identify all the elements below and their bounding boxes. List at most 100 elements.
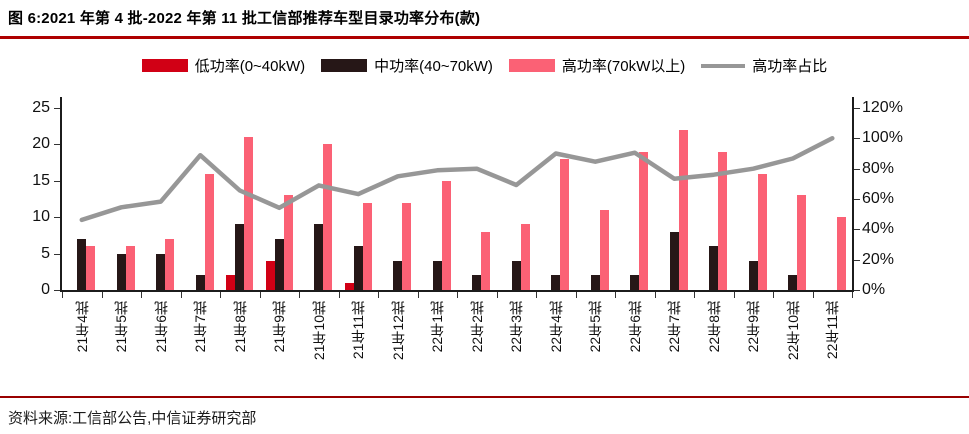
y-left-tick-mark: [54, 253, 62, 255]
y-right-tick-mark: [852, 290, 860, 291]
x-category-column: 21年5批: [102, 301, 142, 393]
x-tick-mark: [575, 292, 577, 298]
bar-mid-22年3批: [511, 260, 521, 290]
x-category-label: 21年10批: [310, 301, 327, 361]
x-category-label: 21年7批: [192, 301, 209, 353]
x-category-column: 22年8批: [694, 301, 734, 393]
x-tick-mark: [338, 292, 340, 298]
source-note: 资料来源:工信部公告,中信证券研究部: [8, 410, 257, 427]
x-category-label: 22年7批: [666, 301, 683, 353]
x-tick-mark: [852, 292, 853, 298]
x-category-column: 21年6批: [141, 301, 181, 393]
bar-mid-21年12批: [393, 260, 403, 290]
bar-high-22年7批: [678, 129, 688, 290]
bar-high-22年2批: [481, 231, 491, 290]
x-category-column: 22年9批: [734, 301, 774, 393]
bar-high-22年3批: [520, 224, 530, 290]
x-category-label: 21年11批: [350, 301, 367, 360]
bar-high-22年5批: [599, 209, 609, 290]
x-category-label: 21年6批: [152, 301, 169, 353]
legend-label-low-power: 低功率(0~40kW): [194, 58, 306, 75]
bar-high-21年8批: [244, 137, 254, 290]
bar-high-21年11批: [362, 202, 372, 290]
mid-power-swatch: [321, 59, 368, 72]
x-category-label: 21年5批: [113, 301, 130, 353]
bar-mid-22年10批: [788, 275, 798, 290]
x-tick-mark: [101, 292, 103, 298]
bar-high-21年6批: [165, 239, 175, 290]
bar-mid-21年11批: [353, 246, 363, 290]
x-category-label: 21年8批: [231, 301, 248, 353]
bar-high-22年1批: [441, 180, 451, 290]
x-category-label: 22年9批: [745, 301, 762, 353]
bar-high-21年5批: [125, 246, 135, 290]
x-category-label: 22年3批: [508, 301, 525, 353]
power-distribution-chart: 0 5 10 15 20 25 0% 20% 40% 60% 80% 100% 120% 21年4批 21年…: [0, 95, 969, 395]
y-left-tick-label: 20: [32, 135, 50, 153]
x-tick-mark: [496, 292, 498, 298]
y-left-tick-label: 10: [32, 208, 50, 226]
legend-item-low-power: 低功率(0~40kW): [141, 55, 306, 76]
x-tick-mark: [220, 292, 221, 298]
bar-high-22年6批: [639, 151, 649, 290]
y-axis-right: [852, 97, 854, 292]
bar-mid-22年9批: [748, 260, 758, 290]
bar-mid-21年4批: [77, 239, 87, 290]
x-category-column: 21年10批: [299, 301, 339, 393]
x-axis-labels: 21年4批 21年5批 21年6批 21年7批 21年8批 21年9批 21年10批 21年1…: [62, 301, 852, 393]
x-category-label: 21年4批: [73, 301, 90, 353]
y-right-tick-label: 60%: [862, 190, 895, 207]
bar-mid-22年4批: [551, 275, 561, 290]
bar-mid-22年8批: [709, 246, 719, 290]
x-tick-mark: [457, 292, 458, 298]
y-right-tick-label: 80%: [862, 159, 895, 177]
bar-low-21年9批: [265, 260, 275, 290]
y-right-tick-mark: [852, 138, 860, 140]
x-category-column: 22年10批: [773, 301, 813, 393]
y-left-tick-label: 5: [41, 244, 50, 262]
legend-label-high-power-ratio: 高功率占比: [752, 58, 828, 75]
x-tick-mark: [773, 292, 774, 298]
x-tick-mark: [654, 292, 656, 298]
bar-mid-22年7批: [669, 231, 679, 290]
x-tick-mark: [536, 292, 537, 298]
x-tick-mark: [62, 292, 63, 298]
high-power-ratio-line-swatch: [701, 63, 746, 68]
bar-mid-21年5批: [116, 253, 126, 290]
x-category-column: 22年6批: [615, 301, 655, 393]
bar-low-21年8批: [226, 275, 236, 290]
x-category-label: 22年5批: [587, 301, 604, 353]
x-category-label: 22年2批: [468, 301, 485, 353]
y-right-tick-label: 0%: [862, 281, 886, 298]
y-right-tick-label: 120%: [862, 99, 903, 116]
x-category-label: 22年6批: [626, 301, 643, 353]
bar-mid-21年10批: [314, 224, 324, 290]
x-category-label: 21年12批: [389, 301, 406, 361]
bar-mid-22年5批: [590, 275, 600, 290]
bar-mid-21年7批: [195, 275, 205, 290]
y-right-tick-mark: [852, 108, 860, 109]
bar-high-22年4批: [560, 158, 570, 290]
bar-mid-22年2批: [472, 275, 482, 290]
x-tick-mark: [733, 292, 735, 298]
legend-label-high-power: 高功率(70kW以上): [561, 58, 686, 75]
x-tick-mark: [417, 292, 419, 298]
bar-mid-21年6批: [156, 253, 166, 290]
figure-title: 图 6:2021 年第 4 批-2022 年第 11 批工信部推荐车型目录功率分…: [8, 10, 481, 27]
bar-high-22年9批: [757, 173, 767, 290]
y-left-tick-label: 0: [41, 281, 50, 298]
x-category-column: 21年8批: [220, 301, 260, 393]
x-category-column: 22年11批: [813, 301, 853, 393]
bar-mid-22年1批: [432, 260, 442, 290]
y-right-tick-mark: [852, 168, 860, 170]
low-power-swatch: [141, 59, 188, 72]
x-tick-mark: [180, 292, 182, 298]
legend-label-mid-power: 中功率(40~70kW): [374, 58, 493, 75]
bar-high-22年11批: [836, 217, 846, 290]
y-right-tick-label: 20%: [862, 250, 895, 268]
y-left-tick-mark: [54, 144, 62, 146]
y-left-tick-label: 25: [32, 99, 50, 116]
footer-divider: [0, 396, 969, 398]
x-category-column: 21年9批: [260, 301, 300, 393]
